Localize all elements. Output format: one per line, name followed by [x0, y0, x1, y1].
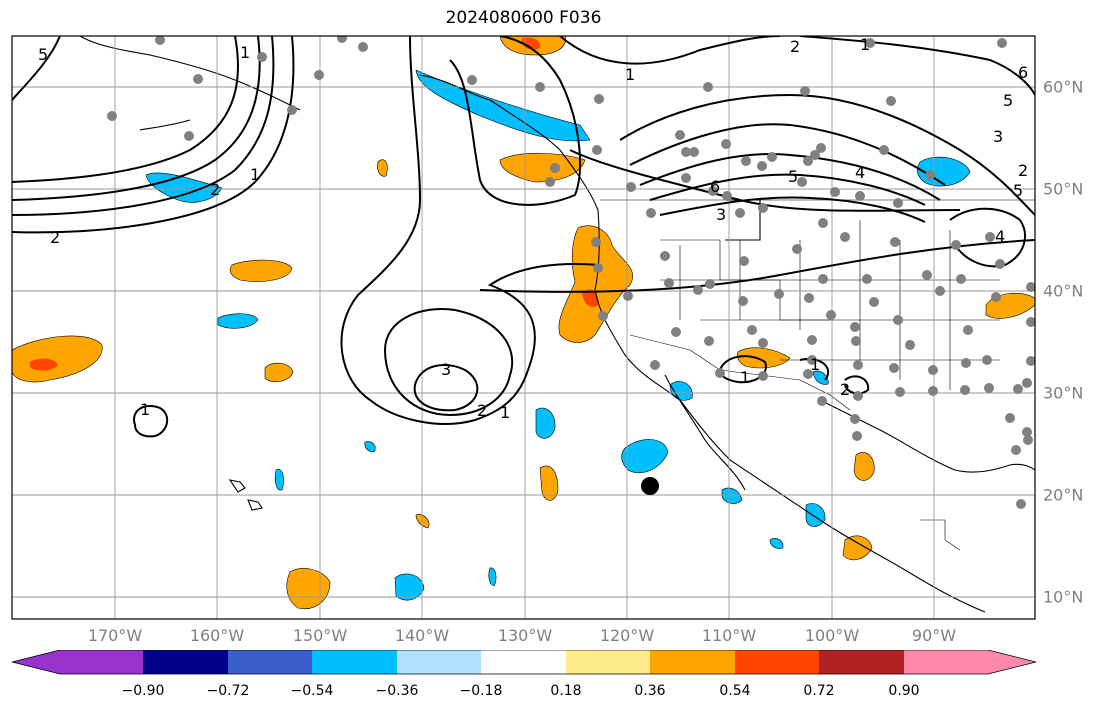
colorbar — [11, 650, 1037, 675]
lat-label: 60°N — [1043, 77, 1084, 97]
contour-label: 2 — [50, 228, 60, 247]
colorbar-tick: 0.72 — [803, 683, 835, 699]
contour-lines — [12, 36, 1035, 438]
coastlines — [12, 36, 1035, 613]
colorbar-segment — [566, 650, 650, 674]
colorbar-outline — [11, 650, 1037, 675]
contour-label: 1 — [240, 43, 250, 62]
contour-label: 1 — [250, 165, 260, 184]
colorbar-tick: −0.36 — [375, 683, 419, 699]
colorbar-segment — [312, 650, 397, 674]
lon-label: 90°W — [911, 626, 957, 645]
colorbar-tick: −0.18 — [459, 683, 503, 699]
lon-label: 100°W — [804, 626, 860, 645]
colorbar-segment — [228, 650, 312, 674]
lon-label: 140°W — [394, 626, 450, 645]
lon-label: 130°W — [497, 626, 553, 645]
colorbar-segment — [481, 650, 566, 674]
lon-label: 160°W — [189, 626, 245, 645]
contour-label: 1 — [140, 400, 150, 419]
contour-label: 2 — [210, 180, 220, 199]
lat-label: 10°N — [1043, 587, 1084, 607]
contour-label: 4 — [855, 163, 865, 182]
contour-label: 1 — [740, 368, 750, 387]
lon-label: 170°W — [87, 626, 143, 645]
contour-label: 5 — [1003, 91, 1013, 110]
lat-label: 20°N — [1043, 485, 1084, 505]
lat-label: 50°N — [1043, 179, 1084, 199]
contour-label: 5 — [788, 167, 798, 186]
colorbar-tick: 0.90 — [888, 683, 920, 699]
contour-label: 1 — [500, 403, 510, 422]
colorbar-tick: −0.90 — [121, 683, 165, 699]
colorbar-tick: −0.72 — [206, 683, 250, 699]
lon-label: 110°W — [701, 626, 757, 645]
colorbar-tick: 0.54 — [719, 683, 751, 699]
contour-label: 2 — [477, 401, 487, 420]
colorbar-tick: −0.54 — [290, 683, 334, 699]
lat-label: 40°N — [1043, 281, 1084, 301]
contour-label: 4 — [995, 227, 1005, 246]
station-dots — [107, 36, 1035, 509]
lon-label: 120°W — [599, 626, 655, 645]
colorbar-segment — [397, 650, 481, 674]
colorbar-tick: 0.18 — [550, 683, 582, 699]
contour-label: 2 — [840, 380, 850, 399]
colorbar-segment — [904, 650, 1036, 674]
lat-label: 30°N — [1043, 383, 1084, 403]
map-frame — [11, 35, 1036, 620]
contour-label: 6 — [710, 177, 720, 196]
map-title: 2024080600 F036 — [445, 8, 602, 28]
colorbar-tick: 0.36 — [634, 683, 666, 699]
marker-dot — [641, 477, 659, 495]
contour-labels: 5 2 2 1 1 2 6 5 3 4 5 3 5 6 1 2 1 3 2 1 … — [38, 35, 1028, 422]
contour-label: 5 — [1013, 181, 1023, 200]
contour-label: 2 — [1018, 161, 1028, 180]
contour-label: 1 — [810, 355, 820, 374]
colorbar-segment — [12, 650, 143, 674]
contour-label: 3 — [441, 360, 451, 379]
contour-label: 3 — [716, 205, 726, 224]
lon-label: 150°W — [292, 626, 348, 645]
colorbar-segment — [819, 650, 904, 674]
contour-label: 3 — [993, 127, 1003, 146]
contour-label: 1 — [625, 65, 635, 84]
contour-label: 6 — [1018, 63, 1028, 82]
colorbar-segment — [143, 650, 228, 674]
contour-label: 2 — [790, 37, 800, 56]
colorbar-segment — [650, 650, 735, 674]
contour-label: 5 — [38, 45, 48, 64]
colorbar-segment — [735, 650, 819, 674]
contour-label: 1 — [860, 35, 870, 54]
